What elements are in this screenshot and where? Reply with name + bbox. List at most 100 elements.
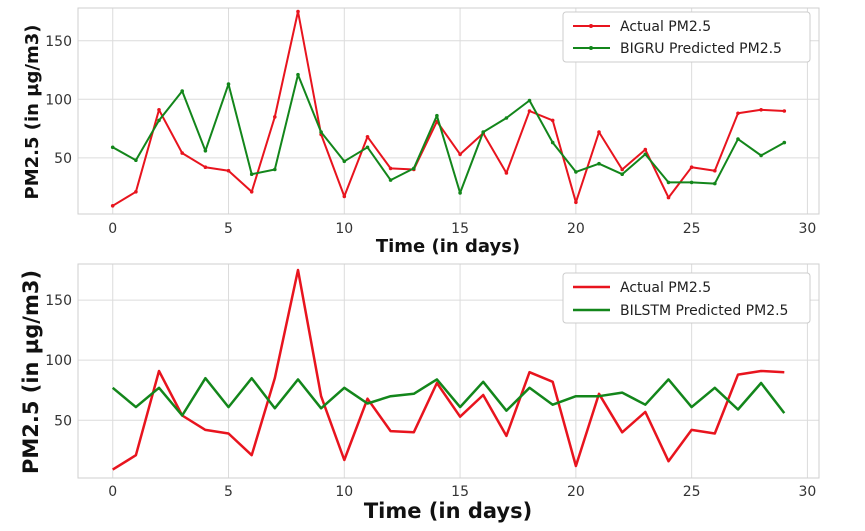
x-tick-label: 20: [567, 221, 585, 237]
x-tick-label: 20: [567, 484, 585, 500]
series-line-actual: [112, 268, 785, 471]
data-point: [643, 152, 648, 157]
x-tick-label: 10: [335, 484, 353, 500]
data-point: [412, 166, 416, 171]
data-point: [666, 195, 671, 200]
x-tick-labels: 0 5 10 15 20 25 30: [108, 484, 816, 500]
data-point: [574, 170, 578, 174]
data-point: [226, 168, 231, 173]
x-axis-label: Time (in days): [376, 236, 520, 257]
data-point: [273, 167, 277, 172]
data-point: [782, 109, 787, 113]
data-point: [249, 172, 254, 176]
data-point: [597, 161, 601, 166]
y-tick-labels: 50 100 150: [45, 293, 72, 429]
legend-marker-actual: [589, 24, 593, 28]
x-tick-label: 0: [108, 484, 117, 500]
data-point: [620, 167, 624, 172]
series-line-actual: [112, 10, 785, 207]
legend-label-predicted: BIGRU Predicted PM2.5: [620, 41, 782, 57]
y-tick-label: 50: [54, 413, 72, 429]
series: [111, 268, 786, 471]
x-tick-label: 30: [799, 484, 817, 500]
y-axis-label: PM2.5 (in µg/m3): [19, 270, 43, 474]
data-point: [504, 116, 509, 120]
data-point: [736, 137, 740, 141]
series-line-predicted: [111, 376, 786, 417]
legend-box: [562, 11, 811, 63]
data-point: [388, 166, 393, 171]
data-point: [319, 130, 323, 134]
x-tick-labels: 0 5 10 15 20 25 30: [108, 221, 816, 237]
y-axis-label: PM2.5 (in µg/m3): [22, 25, 43, 200]
x-axis-label: Time (in days): [364, 499, 532, 523]
legend-marker-predicted: [589, 46, 593, 50]
data-point: [458, 191, 462, 195]
data-point: [620, 172, 624, 176]
legend-label-actual: Actual PM2.5: [620, 280, 711, 296]
legend-box: [562, 272, 811, 324]
data-point: [481, 130, 486, 134]
plot-frame: [77, 263, 820, 479]
data-point: [296, 72, 300, 77]
data-point: [273, 115, 277, 119]
data-point: [203, 165, 208, 169]
data-point: [782, 140, 787, 145]
plot-frame: [77, 7, 820, 215]
x-tick-label: 10: [335, 221, 353, 237]
legend: Actual PM2.5 BIGRU Predicted PM2.5: [562, 11, 811, 63]
data-point: [504, 171, 509, 175]
y-tick-label: 100: [45, 353, 72, 369]
data-point: [388, 178, 393, 182]
y-tick-label: 150: [45, 293, 72, 309]
data-point: [249, 190, 254, 194]
data-point: [342, 159, 347, 164]
data-point: [527, 98, 532, 103]
data-point: [226, 82, 231, 86]
data-point: [342, 194, 347, 199]
data-point: [180, 89, 184, 93]
data-point: [435, 113, 439, 118]
data-point: [713, 168, 717, 173]
data-point: [574, 200, 578, 205]
data-point: [689, 165, 694, 169]
data-point: [458, 152, 462, 157]
y-tick-label: 100: [45, 92, 72, 108]
bilstm-chart: 0 5 10 15 20 25 30 50 100 150 Time (in days) PM2…: [19, 263, 820, 523]
x-tick-label: 25: [683, 221, 701, 237]
data-point: [110, 145, 115, 150]
x-tick-label: 0: [108, 221, 117, 237]
legend: Actual PM2.5 BILSTM Predicted PM2.5: [562, 272, 811, 324]
x-tick-label: 25: [683, 484, 701, 500]
data-point: [597, 130, 601, 134]
series: [110, 9, 787, 208]
data-point: [713, 181, 717, 186]
data-point: [759, 153, 763, 158]
data-point: [365, 135, 370, 139]
data-point: [527, 109, 532, 113]
data-point: [134, 158, 138, 162]
x-tick-label: 5: [224, 221, 233, 237]
data-point: [550, 118, 555, 123]
data-point: [666, 180, 671, 185]
data-point: [203, 149, 208, 153]
legend-label-predicted: BILSTM Predicted PM2.5: [620, 303, 788, 319]
legend-label-actual: Actual PM2.5: [620, 19, 711, 35]
data-point: [296, 9, 300, 14]
bigru-chart: 0 5 10 15 20 25 30 50 100 150 Time (in days) PM2…: [22, 7, 820, 257]
data-point: [157, 108, 161, 112]
y-tick-label: 150: [45, 34, 72, 50]
data-point: [110, 204, 115, 208]
data-point: [759, 108, 763, 112]
data-point: [157, 118, 161, 123]
x-tick-label: 15: [451, 484, 469, 500]
data-point: [365, 145, 370, 150]
x-tick-label: 5: [224, 484, 233, 500]
x-tick-label: 30: [799, 221, 817, 237]
y-tick-label: 50: [54, 151, 72, 167]
series-line-predicted: [112, 73, 785, 194]
data-point: [134, 190, 138, 194]
data-point: [689, 180, 694, 185]
data-point: [643, 147, 648, 152]
